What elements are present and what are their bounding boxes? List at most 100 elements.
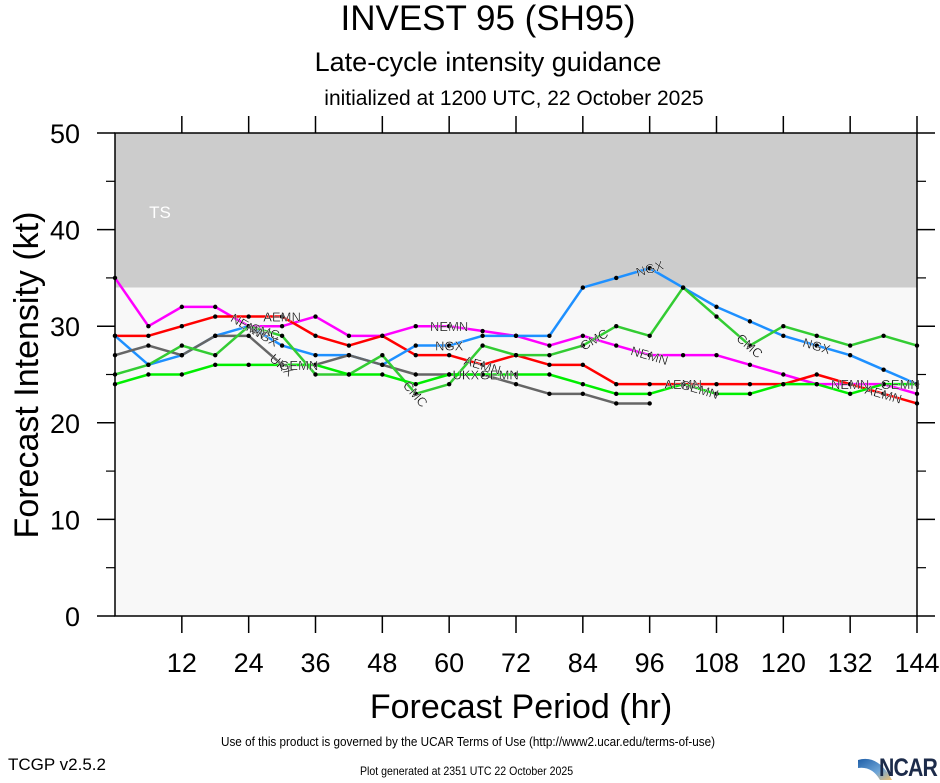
data-point-nemn xyxy=(146,324,151,329)
ncar-logo: NCAR xyxy=(858,752,940,782)
data-point-cmc xyxy=(847,343,853,348)
x-tick-label: 36 xyxy=(300,648,330,678)
data-point-gemn xyxy=(413,381,418,387)
data-point-ngx xyxy=(814,343,819,348)
data-point-aemn xyxy=(213,314,218,319)
ncar-swoosh-icon xyxy=(858,758,892,780)
data-point-nemn xyxy=(279,324,285,329)
y-tick-label: 30 xyxy=(50,312,80,342)
data-point-aemn xyxy=(814,372,819,377)
data-point-ukx xyxy=(647,401,652,406)
data-point-cmc xyxy=(547,352,552,358)
data-point-gemn xyxy=(246,362,251,368)
data-point-gemn xyxy=(480,372,485,377)
data-point-ngx xyxy=(480,333,485,339)
data-point-ngx xyxy=(614,275,619,281)
data-point-cmc xyxy=(380,352,385,358)
data-point-cmc xyxy=(814,333,819,339)
data-point-nemn xyxy=(781,372,786,377)
data-point-cmc xyxy=(146,362,151,368)
y-tick-label: 20 xyxy=(50,409,80,439)
x-tick-label: 108 xyxy=(694,648,739,678)
data-point-aemn xyxy=(747,381,753,387)
series-label-aemn: AEMN xyxy=(263,310,301,325)
x-tick-label: 120 xyxy=(761,648,806,678)
data-point-cmc xyxy=(513,352,519,358)
data-point-gemn xyxy=(446,372,452,377)
x-tick-label: 132 xyxy=(828,648,873,678)
data-point-aemn xyxy=(346,343,352,348)
data-point-nemn xyxy=(480,328,485,334)
x-tick-label: 72 xyxy=(501,648,531,678)
data-point-aemn xyxy=(279,314,285,319)
data-point-aemn xyxy=(380,333,385,339)
data-point-gemn xyxy=(380,372,385,377)
series-label-nemn: NEMN xyxy=(831,377,869,392)
chart-init-time: initialized at 1200 UTC, 22 October 2025 xyxy=(324,87,703,110)
data-point-cmc xyxy=(246,324,251,329)
data-point-aemn xyxy=(413,352,418,358)
data-point-ukx xyxy=(179,352,185,358)
data-point-cmc xyxy=(413,391,418,397)
data-point-aemn xyxy=(881,391,886,397)
terms-of-use-notice: Use of this product is governed by the U… xyxy=(221,734,715,749)
data-point-gemn xyxy=(747,391,753,397)
data-point-aemn xyxy=(179,324,185,329)
data-point-cmc xyxy=(279,333,285,339)
data-point-nemn xyxy=(313,314,318,319)
data-point-cmc xyxy=(179,343,185,348)
x-tick-label: 144 xyxy=(894,648,939,678)
data-point-gemn xyxy=(580,381,586,387)
data-point-aemn xyxy=(580,362,586,368)
chart-title: INVEST 95 (SH95) xyxy=(340,0,635,38)
series-label-gemn: GEMN xyxy=(881,377,920,392)
series-label-gemn: GEMN xyxy=(480,368,519,383)
series-label-aemn: AEMN xyxy=(664,377,702,392)
y-tick-label: 0 xyxy=(65,602,80,632)
data-point-cmc xyxy=(313,372,318,377)
data-point-ukx xyxy=(614,401,619,406)
data-point-ukx xyxy=(146,343,151,348)
data-point-ngx xyxy=(647,266,652,271)
data-point-nemn xyxy=(179,304,185,310)
data-point-cmc xyxy=(647,333,652,339)
data-point-gemn xyxy=(714,391,719,397)
series-label-ukx: UKX xyxy=(453,368,480,383)
data-point-aemn xyxy=(547,362,552,368)
y-tick-label: 50 xyxy=(50,119,80,149)
data-point-cmc xyxy=(680,285,686,290)
data-point-gemn xyxy=(614,391,619,397)
data-point-ngx xyxy=(446,343,452,348)
ncar-logo-text: NCAR xyxy=(879,754,938,782)
data-point-nemn xyxy=(647,352,652,358)
data-point-nemn xyxy=(680,352,686,358)
data-point-aemn xyxy=(847,381,853,387)
data-point-ngx xyxy=(413,343,418,348)
x-tick-label: 48 xyxy=(367,648,397,678)
data-point-ukx xyxy=(513,381,519,387)
data-point-gemn xyxy=(179,372,185,377)
data-point-nemn xyxy=(714,352,719,358)
data-point-aemn xyxy=(146,333,151,339)
data-point-cmc xyxy=(480,343,485,348)
data-point-aemn xyxy=(246,314,251,319)
data-point-aemn xyxy=(647,381,652,387)
data-point-cmc xyxy=(881,333,886,339)
data-point-nemn xyxy=(614,343,619,348)
data-point-aemn xyxy=(714,381,719,387)
x-tick-label: 24 xyxy=(234,648,264,678)
generated-timestamp: Plot generated at 2351 UTC 22 October 20… xyxy=(360,764,574,778)
data-point-ukx xyxy=(346,352,352,358)
data-point-ukx xyxy=(580,391,586,397)
intensity-band xyxy=(115,133,917,288)
data-point-gemn xyxy=(647,391,652,397)
data-point-cmc xyxy=(580,343,586,348)
data-point-nemn xyxy=(213,304,218,310)
data-point-gemn xyxy=(146,372,151,377)
series-label-ngx: NGX xyxy=(435,339,464,354)
data-point-nemn xyxy=(547,343,552,348)
data-point-ngx xyxy=(881,367,886,372)
x-tick-label: 96 xyxy=(635,648,665,678)
data-point-gemn xyxy=(814,381,819,387)
